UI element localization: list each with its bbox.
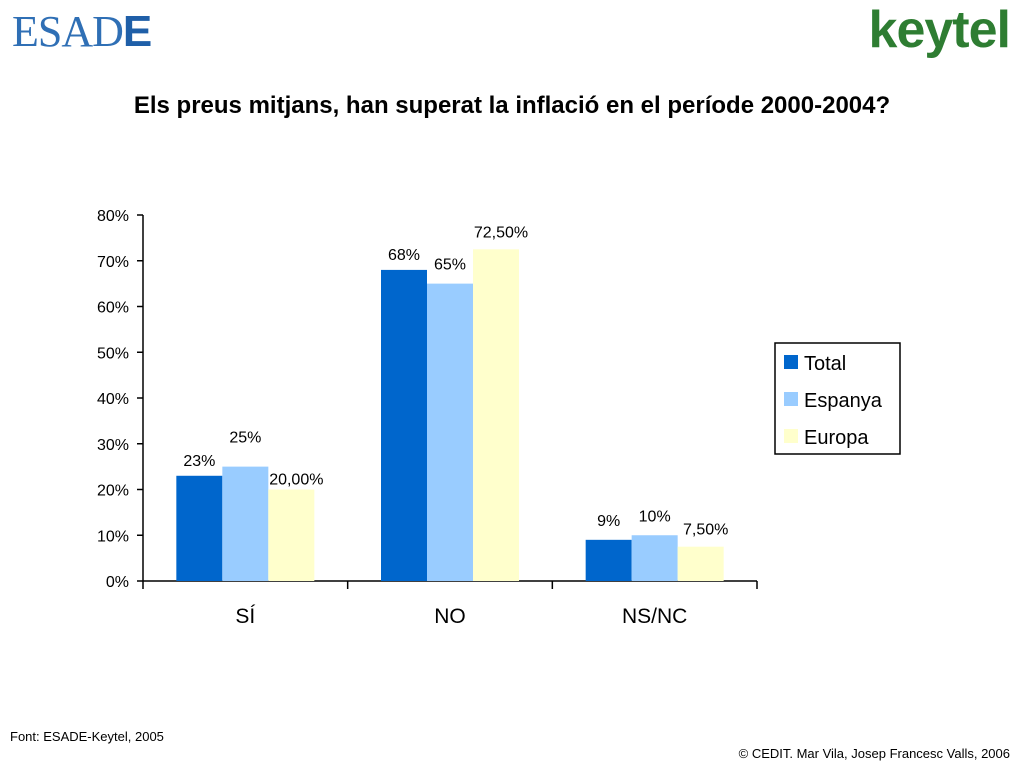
x-category-label: NO [434,605,466,628]
bar-espanya [631,535,678,581]
legend-label: Total [804,353,846,375]
keytel-logo: keytel [868,1,1011,59]
legend-label: Europa [804,427,869,449]
bar-europa [677,546,724,581]
x-category-label: SÍ [235,605,255,628]
bar-total [585,539,632,581]
y-tick-label: 40% [97,391,129,408]
bar-europa [473,249,519,581]
copyright-note: © CEDIT. Mar Vila, Josep Francesc Valls,… [738,746,1010,761]
data-label: 9% [597,513,620,530]
y-tick-label: 60% [97,300,129,317]
y-tick-label: 80% [97,208,129,225]
data-label: 72,50% [474,224,528,241]
y-tick-label: 30% [97,437,129,454]
x-category-label: NS/NC [622,605,687,628]
data-label: 68% [388,247,420,264]
esade-logo-e: E [122,7,152,56]
data-label: 23% [183,453,215,470]
bar-total [176,475,223,581]
y-tick-label: 20% [97,483,129,500]
bar-europa [268,489,315,581]
legend-swatch [784,392,798,406]
data-label: 25% [229,430,261,447]
bar-espanya [427,283,473,581]
source-note: Font: ESADE-Keytel, 2005 [10,729,164,744]
y-tick-label: 0% [106,574,129,591]
data-label: 20,00% [269,472,323,489]
chart-title: Els preus mitjans, han superat la inflac… [133,92,891,119]
esade-logo-main: ESAD [12,7,124,56]
legend-label: Espanya [804,390,883,412]
y-tick-label: 50% [97,345,129,362]
bar-total [381,269,427,581]
legend-swatch [784,429,798,443]
legend-swatch [784,355,798,369]
y-tick-label: 70% [97,254,129,271]
esade-logo: ESADE [12,7,152,56]
data-label: 10% [639,508,671,525]
bar-espanya [222,466,269,581]
data-label: 65% [434,257,466,274]
data-label: 7,50% [683,522,728,539]
y-tick-label: 10% [97,528,129,545]
